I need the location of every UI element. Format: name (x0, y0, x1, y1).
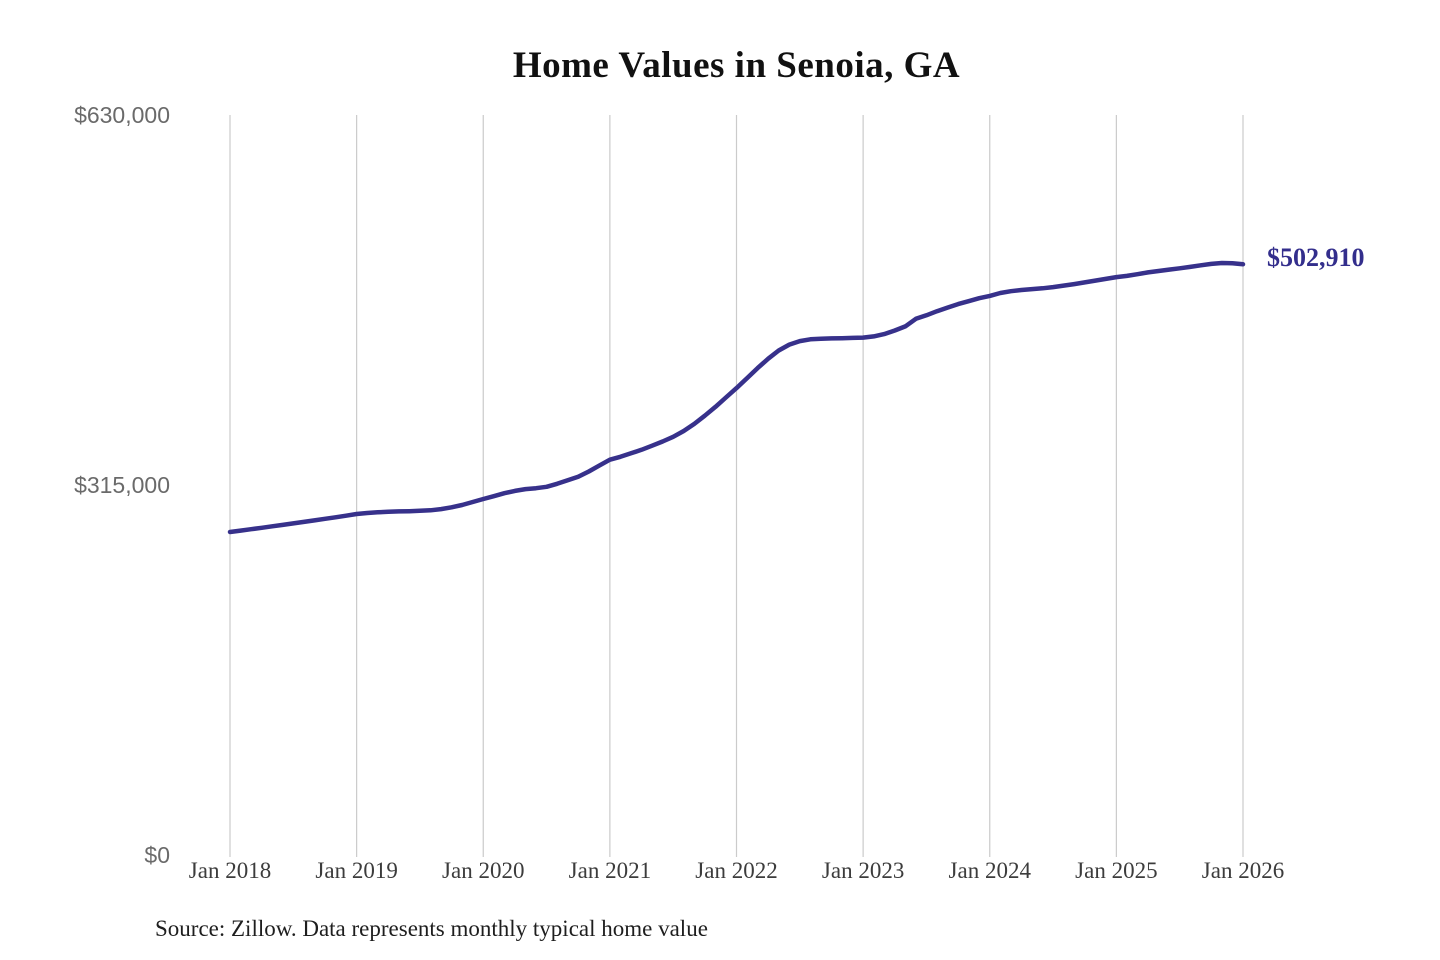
x-axis-tick-label: Jan 2018 (188, 858, 272, 883)
x-axis-tick-label: Jan 2026 (1201, 858, 1285, 883)
x-axis-tick-label: Jan 2022 (695, 858, 778, 883)
source-note: Source: Zillow. Data represents monthly … (155, 916, 708, 941)
y-axis-tick-label: $630,000 (74, 102, 170, 128)
home-values-line (227, 260, 1246, 535)
gridlines-group (229, 115, 1244, 857)
latest-value-label: $502,910 (1267, 243, 1365, 273)
x-axis-tick-label: Jan 2024 (948, 858, 1031, 883)
x-axis-tick-label: Jan 2025 (1075, 858, 1158, 883)
x-axis-tick-label: Jan 2020 (442, 858, 525, 883)
x-axis-tick-label: Jan 2019 (315, 858, 398, 883)
x-axis-tick-label: Jan 2021 (568, 858, 652, 883)
chart-title: Home Values in Senoia, GA (512, 45, 961, 86)
y-axis-tick-label: $0 (144, 842, 170, 868)
y-axis-tick-label: $315,000 (74, 472, 170, 498)
x-axis-tick-label: Jan 2023 (821, 858, 905, 883)
